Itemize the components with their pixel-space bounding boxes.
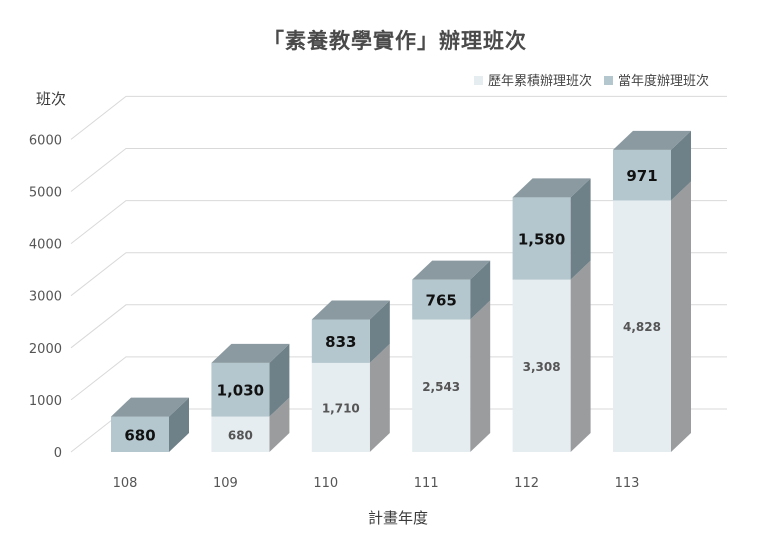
- bar-cumulative: [311, 362, 370, 452]
- bar-top: [211, 343, 290, 363]
- bar-top: [412, 260, 491, 280]
- bar-top: [512, 178, 591, 198]
- x-tick-label: 108: [113, 476, 138, 491]
- legend-label-annual: 當年度辦理班次: [618, 73, 709, 89]
- data-label-annual: 833: [325, 333, 356, 351]
- bar-group: 680: [111, 397, 189, 452]
- bar-side-cumulative: [269, 397, 290, 452]
- bar-group: 971 4,828: [613, 130, 691, 453]
- x-tick-label: 109: [213, 476, 238, 491]
- x-tick-label: 110: [313, 476, 338, 491]
- bar-side-cumulative: [369, 343, 390, 452]
- bar-side-annual: [470, 260, 491, 320]
- bar-annual: [412, 279, 471, 320]
- gridline: [70, 95, 727, 140]
- bar-top: [111, 397, 189, 417]
- data-label-cumulative: 3,308: [523, 360, 561, 374]
- legend-swatch-annual: [604, 76, 613, 85]
- data-label-annual: 1,580: [518, 230, 565, 248]
- y-tick-label: 6000: [29, 133, 62, 148]
- chart-title: 「素養教學實作」辦理班次: [263, 29, 527, 53]
- x-tick-label: 112: [514, 476, 539, 491]
- y-tick-label: 0: [54, 446, 62, 461]
- y-axis-title: 班次: [36, 90, 66, 108]
- bar-cumulative: [211, 416, 270, 452]
- gridlines: [70, 95, 727, 453]
- data-label-annual: 1,030: [217, 382, 264, 400]
- data-label-cumulative: 4,828: [623, 320, 661, 334]
- legend-swatch-cumulative: [474, 76, 483, 85]
- bar-side-cumulative: [470, 300, 491, 452]
- bar-group: 1,030 680: [211, 343, 290, 452]
- x-axis-title: 計畫年度: [368, 509, 428, 527]
- bar-side-cumulative: [570, 260, 591, 452]
- y-axis-ticks: 0 1000 2000 3000 4000 5000 6000: [29, 133, 62, 461]
- bar-cumulative: [512, 279, 571, 452]
- bar-side-annual: [570, 178, 591, 280]
- bar-group: 1,580 3,308: [512, 178, 591, 452]
- y-tick-label: 3000: [29, 290, 62, 305]
- y-tick-label: 4000: [29, 238, 62, 253]
- legend-label-cumulative: 歷年累積辦理班次: [488, 73, 592, 89]
- data-label-annual: 765: [426, 292, 457, 310]
- bars: 680 1,030 680 833 1,710 765 2,543 1,580 3,308 971…: [111, 130, 691, 453]
- bar-cumulative: [412, 319, 471, 452]
- bar-group: 833 1,710: [311, 300, 390, 452]
- bar-annual: [613, 149, 671, 201]
- data-label-cumulative: 1,710: [322, 401, 360, 415]
- bar-side-annual: [269, 343, 290, 417]
- y-tick-label: 1000: [29, 394, 62, 409]
- bar-annual: [111, 416, 169, 452]
- bar-side-cumulative: [671, 181, 691, 453]
- gridline: [70, 148, 727, 192]
- bar-side-annual: [169, 397, 189, 452]
- data-label-cumulative: 680: [228, 428, 253, 442]
- data-label-annual: 680: [124, 426, 155, 444]
- x-axis-ticks: 108 109 110 111 112 113: [113, 476, 640, 491]
- bar-top: [613, 130, 691, 150]
- legend: 歷年累積辦理班次 當年度辦理班次: [474, 73, 709, 89]
- data-label-annual: 971: [626, 167, 657, 185]
- bar-group: 765 2,543: [412, 260, 491, 452]
- bar-annual: [311, 319, 370, 363]
- bar-annual: [211, 362, 270, 417]
- y-tick-label: 5000: [29, 186, 62, 201]
- bar-top: [311, 300, 390, 320]
- bar-side-annual: [369, 300, 390, 363]
- y-tick-label: 2000: [29, 342, 62, 357]
- data-label-cumulative: 2,543: [422, 380, 460, 394]
- bar-cumulative: [613, 200, 671, 452]
- bar-side-annual: [671, 130, 691, 201]
- x-tick-label: 113: [615, 476, 640, 491]
- x-tick-label: 111: [414, 476, 439, 491]
- bar-annual: [512, 197, 571, 280]
